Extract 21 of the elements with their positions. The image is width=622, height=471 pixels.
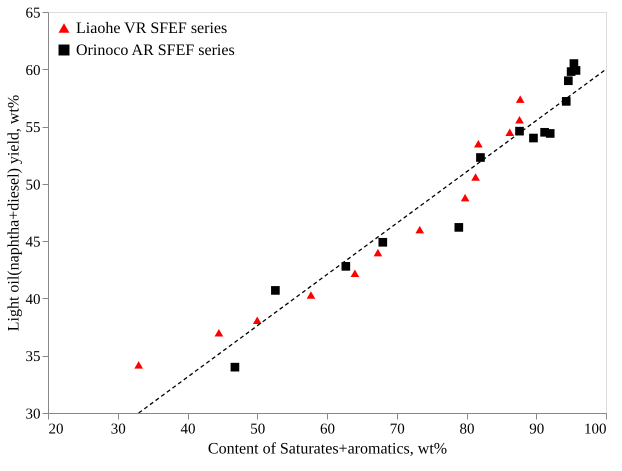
x-axis-title: Content of Saturates+aromatics, wt% [208, 440, 448, 458]
y-axis-title: Light oil(naphtha+diesel) yield, wt% [6, 94, 22, 332]
y-tick-label: 55 [26, 120, 40, 136]
y-tick-label: 45 [26, 234, 40, 251]
x-tick-label: 100 [584, 422, 606, 438]
x-tick-label: 40 [180, 422, 196, 438]
x-tick-label: 20 [48, 422, 64, 438]
y-tick-label: 60 [26, 62, 40, 79]
x-tick-label: 60 [320, 422, 335, 438]
y-tick-label: 65 [26, 6, 40, 22]
y-tick-label: 30 [26, 406, 40, 422]
x-tick-label: 90 [529, 422, 544, 438]
y-tick-label: 40 [26, 292, 40, 308]
y-tick-label: 50 [26, 177, 40, 194]
legend-label: Liaohe VR SFEF series [76, 20, 228, 37]
x-tick-label: 80 [460, 422, 474, 438]
x-tick-label: 70 [390, 422, 405, 438]
x-tick-label: 30 [110, 422, 126, 438]
legend-label: Orinoco AR SFEF series [76, 42, 235, 59]
x-tick-label: 50 [250, 422, 266, 438]
y-tick-label: 35 [26, 349, 40, 366]
